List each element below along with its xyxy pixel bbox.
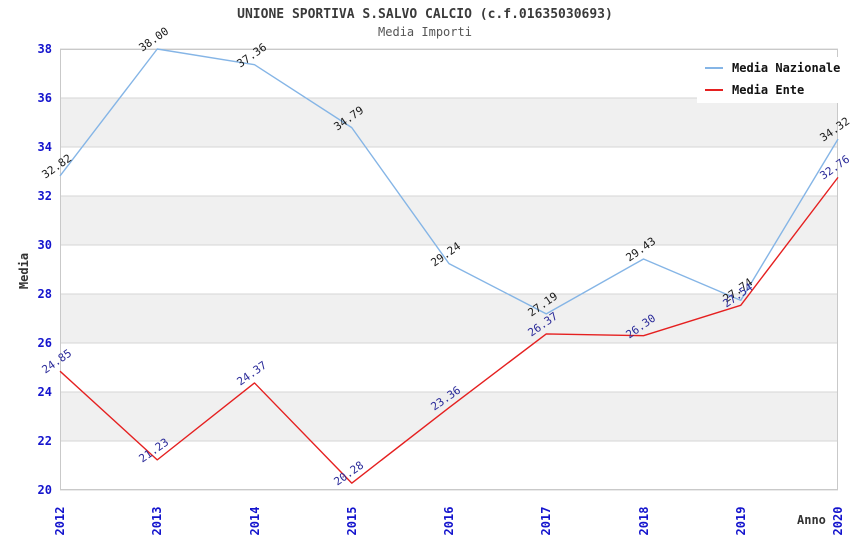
x-tick-label: 2015 <box>344 506 359 536</box>
chart-subtitle: Media Importi <box>378 25 472 39</box>
plot-area <box>59 48 839 491</box>
y-tick-label: 28 <box>37 287 52 301</box>
chart-title: UNIONE SPORTIVA S.SALVO CALCIO (c.f.0163… <box>237 7 613 22</box>
x-tick-label: 2018 <box>636 506 651 536</box>
x-tick-label: 2017 <box>539 506 554 536</box>
legend-label: Media Ente <box>732 83 805 97</box>
series-line-media-nazionale <box>59 48 839 315</box>
x-tick-label: 2012 <box>53 506 67 536</box>
x-tick-label: 2019 <box>733 506 748 536</box>
legend-item-media-ente: Media Ente <box>697 79 839 101</box>
y-tick-label: 22 <box>37 434 52 448</box>
x-tick-label: 2013 <box>150 506 165 536</box>
chart-canvas <box>59 48 839 491</box>
series-line-media-ente <box>59 176 839 484</box>
x-tick-label: 2020 <box>831 506 845 536</box>
y-tick-label: 34 <box>37 140 52 154</box>
y-tick-label: 30 <box>37 238 52 252</box>
y-tick-label: 24 <box>37 385 52 399</box>
legend-label: Media Nazionale <box>732 61 841 75</box>
y-tick-label: 26 <box>37 336 52 350</box>
x-tick-label: 2016 <box>442 506 456 536</box>
y-tick-label: 32 <box>37 189 52 203</box>
legend-item-media-nazionale: Media Nazionale <box>697 57 841 79</box>
x-axis-label: Anno <box>797 513 826 527</box>
y-axis-label: Media <box>17 252 31 290</box>
legend: Media Nazionale Media Ente <box>697 57 841 103</box>
y-tick-label: 20 <box>37 483 52 497</box>
media-nazionale-line-swatch-icon <box>705 67 723 69</box>
x-tick-label: 2014 <box>247 506 262 536</box>
y-tick-label: 36 <box>37 91 52 105</box>
y-tick-label: 38 <box>37 42 52 56</box>
media-ente-line-swatch-icon <box>705 89 723 91</box>
plot-border <box>60 49 838 490</box>
